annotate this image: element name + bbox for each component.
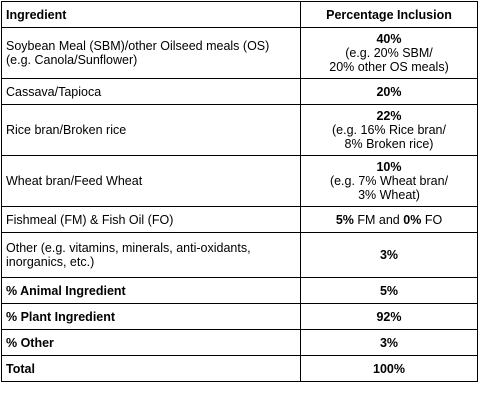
percentage-cell: 5% FM and 0% FO — [300, 206, 478, 233]
ingredient-header: Ingredient — [1, 1, 301, 28]
fo-label: FO — [424, 212, 443, 227]
summary-value: 3% — [300, 329, 478, 356]
ingredient-cell: Rice bran/Broken rice — [1, 104, 301, 156]
percentage-value: 10% — [376, 160, 402, 174]
percentage-note: 3% Wheat) — [358, 188, 420, 202]
percentage-header: Percentage Inclusion — [300, 1, 478, 28]
percentage-note: (e.g. 7% Wheat bran/ — [329, 174, 449, 188]
percentage-value: 20% — [300, 78, 478, 105]
summary-label: % Plant Ingredient — [1, 303, 301, 330]
summary-label: % Other — [1, 329, 301, 356]
fo-value: 0% — [403, 212, 422, 227]
table-row: Wheat bran/Feed Wheat 10% (e.g. 7% Wheat… — [1, 155, 478, 207]
percentage-value: 22% — [376, 109, 402, 123]
ingredient-cell: Other (e.g. vitamins, minerals, anti-oxi… — [1, 232, 301, 278]
percentage-note: (e.g. 16% Rice bran/ — [332, 123, 446, 137]
percentage-note: 20% other OS meals) — [329, 60, 449, 74]
summary-label: % Animal Ingredient — [1, 277, 301, 304]
ingredient-cell: Fishmeal (FM) & Fish Oil (FO) — [1, 206, 301, 233]
table-row: Soybean Meal (SBM)/other Oilseed meals (… — [1, 27, 478, 79]
fm-label: FM and — [357, 212, 400, 227]
header-row: Ingredient Percentage Inclusion — [1, 1, 478, 28]
percentage-note: (e.g. 20% SBM/ — [345, 46, 433, 60]
summary-row: % Animal Ingredient 5% — [1, 277, 478, 304]
summary-row: Total 100% — [1, 355, 478, 382]
summary-label: Total — [1, 355, 301, 382]
fm-value: 5% — [335, 212, 354, 227]
summary-row: % Plant Ingredient 92% — [1, 303, 478, 330]
percentage-cell: 22% (e.g. 16% Rice bran/ 8% Broken rice) — [300, 104, 478, 156]
percentage-cell: 40% (e.g. 20% SBM/ 20% other OS meals) — [300, 27, 478, 79]
percentage-value: 3% — [300, 232, 478, 278]
summary-value: 5% — [300, 277, 478, 304]
table-row: Rice bran/Broken rice 22% (e.g. 16% Rice… — [1, 104, 478, 156]
table-row: Fishmeal (FM) & Fish Oil (FO) 5% FM and … — [1, 206, 478, 233]
table-row: Other (e.g. vitamins, minerals, anti-oxi… — [1, 232, 478, 278]
summary-row: % Other 3% — [1, 329, 478, 356]
percentage-value: 40% — [376, 32, 402, 46]
table-row: Cassava/Tapioca 20% — [1, 78, 478, 105]
percentage-note: 8% Broken rice) — [344, 137, 434, 151]
summary-value: 92% — [300, 303, 478, 330]
ingredient-cell: Wheat bran/Feed Wheat — [1, 155, 301, 207]
percentage-cell: 10% (e.g. 7% Wheat bran/ 3% Wheat) — [300, 155, 478, 207]
feed-composition-table: Ingredient Percentage Inclusion Soybean … — [1, 1, 478, 382]
ingredient-cell: Cassava/Tapioca — [1, 78, 301, 105]
summary-value: 100% — [300, 355, 478, 382]
ingredient-cell: Soybean Meal (SBM)/other Oilseed meals (… — [1, 27, 301, 79]
